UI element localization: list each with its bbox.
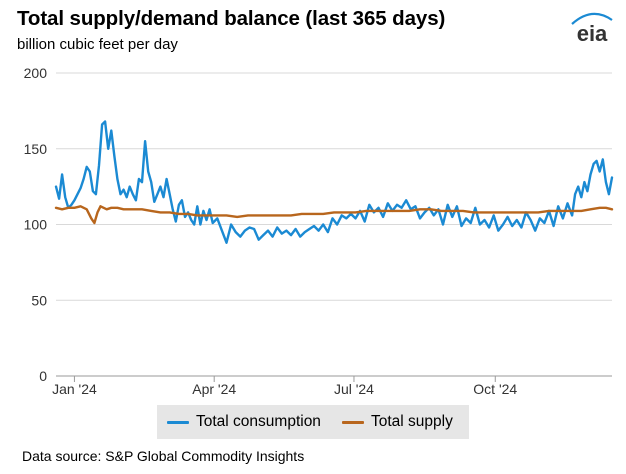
legend-item-total-supply[interactable]: Total supply <box>342 405 453 439</box>
chart-legend: Total consumption Total supply <box>157 405 469 439</box>
x-tick-label: Oct '24 <box>473 381 517 397</box>
series-line-total-consumption <box>54 120 614 244</box>
logo-arc <box>571 12 613 25</box>
legend-label-consumption: Total consumption <box>196 413 321 430</box>
logo-text: eia <box>577 21 608 46</box>
y-tick-label: 150 <box>24 141 48 157</box>
series-line-total-supply <box>54 205 614 225</box>
y-tick-label: 200 <box>24 65 48 81</box>
chart-plot-area: 0 50 100 150 200 Jan '24 Apr '24 Jul '24 Oct '2… <box>24 65 614 397</box>
data-source-note: Data source: S&P Global Commodity Insigh… <box>22 448 305 464</box>
legend-swatch-supply <box>342 420 364 424</box>
y-tick-label: 50 <box>31 292 47 308</box>
x-tick-label: Jul '24 <box>334 381 374 397</box>
chart-title: Total supply/demand balance (last 365 da… <box>17 7 446 30</box>
legend-swatch-consumption <box>167 420 189 424</box>
y-tick-label: 100 <box>24 217 48 233</box>
y-axis-ticks: 0 50 100 150 200 <box>24 65 48 384</box>
series-lines <box>54 120 614 244</box>
x-axis-ticks: Jan '24 Apr '24 Jul '24 Oct '24 <box>52 376 517 397</box>
y-tick-label: 0 <box>39 368 47 384</box>
x-tick-label: Jan '24 <box>52 381 97 397</box>
x-tick-label: Apr '24 <box>192 381 236 397</box>
chart-subtitle: billion cubic feet per day <box>17 36 178 53</box>
gridlines <box>56 72 612 377</box>
legend-label-supply: Total supply <box>371 413 453 430</box>
legend-item-total-consumption[interactable]: Total consumption <box>167 405 321 439</box>
eia-logo: eia <box>571 12 613 46</box>
